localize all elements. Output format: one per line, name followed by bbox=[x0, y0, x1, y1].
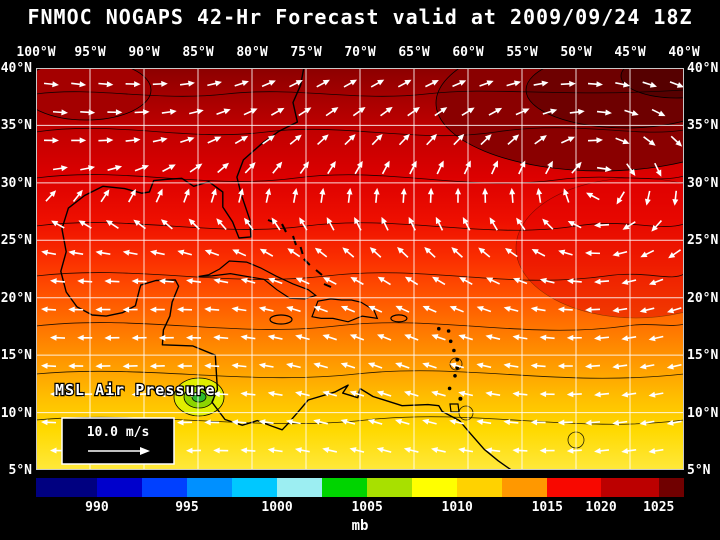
wind-speed-legend: 10.0 m/s bbox=[61, 417, 175, 465]
wind-legend-label: 10.0 m/s bbox=[87, 425, 150, 440]
colorbar-segment bbox=[96, 478, 143, 497]
latitude-axis-right: 40°N 35°N 30°N 25°N 20°N 15°N 10°N 5°N bbox=[687, 0, 720, 540]
longitude-label: 60°W bbox=[452, 45, 484, 60]
lesser-antilles-islands bbox=[437, 326, 463, 413]
tropical-low bbox=[173, 377, 225, 417]
map-border bbox=[36, 68, 684, 470]
latitude-label: 25°N bbox=[0, 233, 32, 249]
longitude-label: 85°W bbox=[182, 45, 214, 60]
longitude-label: 70°W bbox=[344, 45, 376, 60]
colorbar-tick: 1005 bbox=[351, 500, 383, 515]
latlon-grid bbox=[36, 68, 684, 470]
longitude-label: 80°W bbox=[236, 45, 268, 60]
longitude-label: 65°W bbox=[398, 45, 430, 60]
jamaica-coastline bbox=[269, 314, 293, 325]
colorbar-segment bbox=[367, 478, 412, 497]
cuba-coastline bbox=[198, 260, 317, 300]
colorbar-tick-labels: 990 995 1000 1005 1010 1015 1020 1025 bbox=[36, 500, 684, 515]
latitude-label: 35°N bbox=[0, 118, 32, 134]
colorbar-segment bbox=[501, 478, 548, 497]
colorbar-segment bbox=[411, 478, 458, 497]
field-label: MSL Air Pressure bbox=[55, 381, 216, 399]
coastline bbox=[60, 67, 512, 471]
islands bbox=[198, 219, 463, 413]
wind-legend-arrowhead bbox=[140, 447, 150, 455]
colorbar-segment bbox=[36, 478, 97, 497]
latitude-label: 25°N bbox=[687, 233, 719, 249]
latitude-label: 10°N bbox=[687, 405, 719, 421]
colorbar-segment bbox=[277, 478, 322, 497]
latitude-label: 10°N bbox=[0, 405, 32, 421]
longitude-label: 95°W bbox=[74, 45, 106, 60]
colorbar-segment bbox=[142, 478, 187, 497]
longitude-label: 55°W bbox=[506, 45, 538, 60]
isobar-contours bbox=[35, 89, 685, 449]
colorbar-tick: 1025 bbox=[643, 500, 675, 515]
longitude-label: 75°W bbox=[290, 45, 322, 60]
colorbar-segment bbox=[547, 478, 602, 497]
latitude-label: 5°N bbox=[8, 463, 32, 478]
latitude-label: 15°N bbox=[0, 348, 32, 364]
colorbar-segment bbox=[186, 478, 232, 497]
colorbar-unit-label: mb bbox=[351, 518, 369, 534]
longitude-label: 50°W bbox=[560, 45, 592, 60]
latitude-label: 30°N bbox=[0, 175, 32, 191]
longitude-label: 40°W bbox=[668, 45, 700, 60]
colorbar-tick: 1015 bbox=[531, 500, 563, 515]
page-title: FNMOC NOGAPS 42-Hr Forecast valid at 200… bbox=[27, 5, 693, 29]
colorbar-tick: 995 bbox=[175, 500, 199, 515]
colorbar-tick: 1010 bbox=[441, 500, 473, 515]
latitude-label: 40°N bbox=[0, 61, 32, 76]
pressure-map-svg: MSL Air Pressure 10.0 m/s bbox=[20, 34, 720, 471]
latitude-label: 20°N bbox=[0, 290, 32, 306]
colorbar-segment bbox=[457, 478, 502, 497]
colorbar-tick: 990 bbox=[85, 500, 109, 515]
latitude-label: 35°N bbox=[687, 118, 719, 134]
colorbar-segment bbox=[321, 478, 368, 497]
longitude-axis: 100°W 95°W 90°W 85°W 80°W 75°W 70°W 65°W 60°W 55°… bbox=[0, 45, 720, 61]
latitude-label: 40°N bbox=[687, 61, 719, 76]
latitude-label: 15°N bbox=[687, 348, 719, 364]
latitude-axis-left: 40°N 35°N 30°N 25°N 20°N 15°N 10°N 5°N bbox=[0, 0, 33, 540]
latitude-label: 30°N bbox=[687, 175, 719, 191]
puerto-rico-coastline bbox=[390, 314, 408, 323]
latitude-label: 5°N bbox=[687, 463, 711, 478]
trinidad-coastline bbox=[449, 403, 460, 413]
colorbar-tick: 1000 bbox=[261, 500, 293, 515]
wind-arrows bbox=[41, 79, 685, 454]
colorbar bbox=[36, 478, 684, 497]
map-canvas: MSL Air Pressure 10.0 m/s bbox=[20, 34, 720, 471]
colorbar-segment bbox=[231, 478, 278, 497]
longitude-label: 45°W bbox=[614, 45, 646, 60]
colorbar-segment bbox=[658, 478, 684, 497]
longitude-label: 90°W bbox=[128, 45, 160, 60]
colorbar-segment bbox=[601, 478, 659, 497]
longitude-label: 100°W bbox=[16, 45, 56, 60]
hispaniola-coastline bbox=[311, 298, 379, 323]
latitude-label: 20°N bbox=[687, 290, 719, 306]
colorbar-tick: 1020 bbox=[585, 500, 617, 515]
